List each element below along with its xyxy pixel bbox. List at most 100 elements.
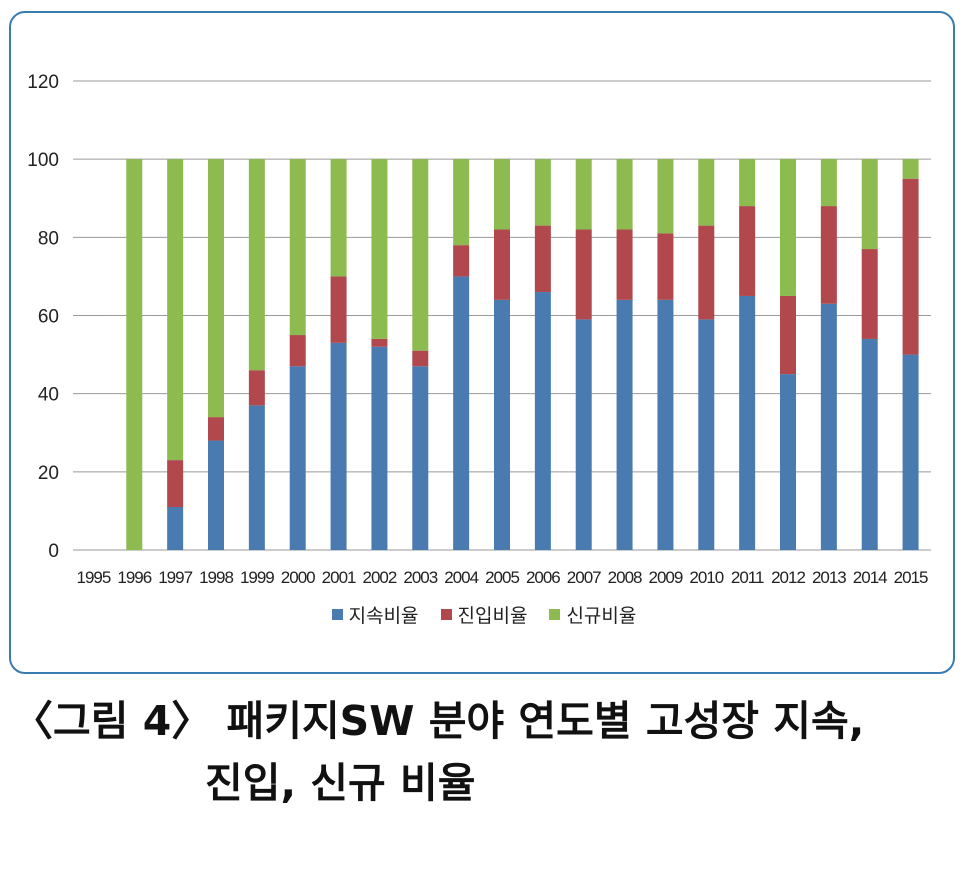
bar-segment: [616, 229, 633, 300]
bar-segment: [167, 159, 184, 461]
bar-segment: [820, 206, 837, 304]
x-tick-label: 1996: [117, 568, 151, 587]
x-tick-label: 2006: [526, 568, 560, 587]
x-tick-label: 1999: [240, 568, 274, 587]
y-tick-label: 80: [38, 228, 59, 249]
bar-segment: [248, 370, 265, 406]
x-tick-label: 2013: [812, 568, 846, 587]
x-tick-label: 2000: [281, 568, 315, 587]
figure-caption: 〈그림 4〉 패키지SW 분야 연도별 고성장 지속, 진입, 신규 비율: [0, 690, 962, 814]
chart-frame: 0 20 40 60 80 100 120 1995 1996 1997 1998 1999 2000 2…: [9, 11, 955, 674]
legend-swatch: [331, 609, 343, 620]
bar-segment: [126, 159, 143, 550]
legend-item: 진입비율: [440, 601, 528, 628]
legend-label: 지속비율: [348, 605, 419, 627]
bar-segment: [739, 206, 756, 296]
bar-segment: [208, 440, 224, 550]
bar-segment: [902, 354, 919, 550]
y-tick-label: 40: [38, 385, 59, 406]
bar-segment: [371, 346, 388, 550]
legend-item: 신규비율: [549, 601, 636, 628]
bar-segment: [657, 299, 674, 550]
bar-segment: [902, 178, 919, 355]
bar-segment: [412, 366, 429, 550]
bar-segment: [820, 159, 837, 207]
bar-segment: [167, 507, 184, 550]
x-tick-label: 1995: [77, 568, 111, 587]
bar-segment: [575, 229, 592, 320]
y-tick-label: 100: [27, 150, 59, 171]
bar-segment: [616, 299, 633, 550]
bar-segment: [330, 159, 347, 277]
bar-segment: [208, 159, 224, 418]
bar-segment: [657, 233, 674, 300]
x-tick-label: 2010: [689, 568, 723, 587]
bar-segment: [494, 159, 510, 230]
x-tick-label: 2014: [853, 568, 887, 587]
x-tick-label: 2015: [894, 568, 928, 587]
y-tick-label: 20: [38, 463, 59, 484]
y-tick-label: 0: [48, 541, 59, 562]
bar-segment: [534, 292, 551, 550]
bar-segment: [780, 374, 796, 550]
bar-segment: [534, 225, 551, 293]
x-tick-label: 2002: [363, 568, 397, 587]
x-tick-label: 2003: [403, 568, 437, 587]
legend-label: 신규비율: [566, 605, 637, 627]
legend-label: 진입비율: [457, 605, 528, 627]
bar-segment: [167, 460, 184, 508]
bar-segment: [412, 350, 429, 367]
bar-segment: [453, 245, 470, 277]
bar-segment: [820, 303, 837, 550]
bar-segment: [494, 229, 510, 300]
bar-segment: [616, 159, 633, 230]
bar-segment: [861, 338, 878, 550]
x-tick-label: 1998: [199, 568, 233, 587]
bar-segment: [780, 295, 796, 375]
bar-segment: [698, 159, 715, 226]
bar-segment: [657, 159, 674, 234]
bar-segment: [861, 159, 878, 250]
legend-swatch: [440, 609, 452, 620]
x-tick-label: 2007: [567, 568, 601, 587]
bar-segment: [698, 319, 715, 550]
bar-segment: [248, 159, 265, 371]
bar-segment: [739, 159, 756, 207]
bar-segment: [698, 225, 715, 320]
x-tick-label: 2005: [485, 568, 519, 587]
bar-segment: [330, 342, 347, 550]
bar-segment: [534, 159, 551, 226]
bar-segment: [248, 405, 265, 550]
legend-swatch: [549, 609, 561, 620]
x-tick-label: 2009: [649, 568, 683, 587]
bar-segment: [739, 295, 756, 550]
bar-segment: [453, 276, 470, 550]
bar-segment: [780, 159, 796, 296]
x-tick-label: 2008: [608, 568, 642, 587]
x-tick-label: 2004: [444, 568, 478, 587]
chart-legend: 지속비율 진입비율 신규비율: [11, 601, 957, 628]
bar-segment: [575, 319, 592, 550]
bar-segment: [412, 159, 429, 351]
y-tick-label: 60: [38, 307, 59, 328]
caption-line-1: 〈그림 4〉 패키지SW 분야 연도별 고성장 지속,: [12, 697, 865, 745]
y-tick-label: 120: [27, 72, 59, 93]
legend-item: 지속비율: [331, 601, 419, 628]
stacked-bar-chart: 0 20 40 60 80 100 120 1995 1996 1997 1998 1999 2000 2…: [27, 72, 931, 587]
bar-segment: [289, 335, 306, 367]
bar-segment: [861, 249, 878, 339]
x-tick-label: 2001: [322, 568, 356, 587]
x-tick-label: 2011: [731, 568, 764, 587]
bar-segment: [330, 276, 347, 343]
x-tick-label: 2012: [771, 568, 805, 587]
bar-segment: [289, 159, 306, 336]
bar-segment: [289, 366, 306, 550]
bar-segment: [371, 159, 388, 339]
bar-segment: [208, 417, 224, 441]
bar-segment: [453, 159, 470, 246]
bar-segment: [902, 159, 919, 179]
caption-line-2: 진입, 신규 비율: [205, 759, 476, 807]
x-tick-label: 1997: [158, 568, 192, 587]
bar-segment: [371, 338, 388, 347]
bar-segment: [494, 299, 510, 550]
